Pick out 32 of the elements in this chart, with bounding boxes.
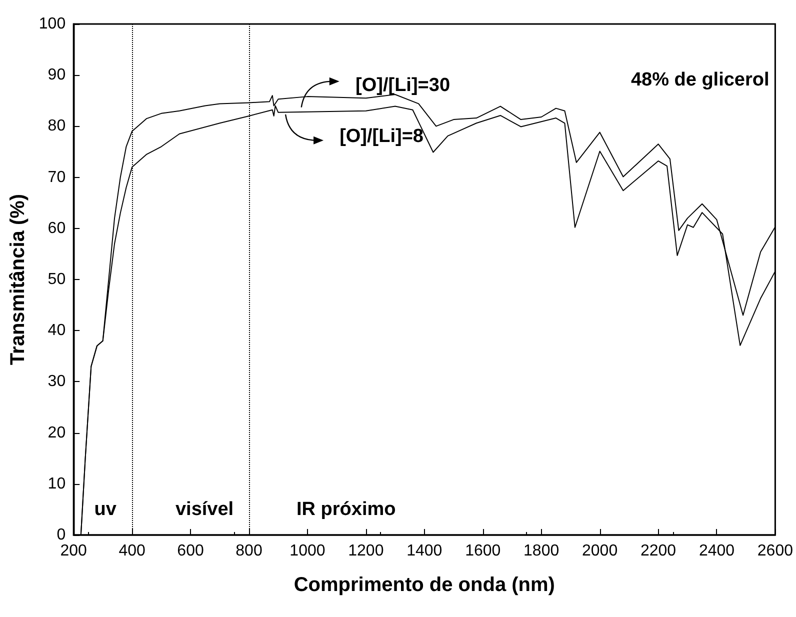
y-tick-label: 30 [48, 373, 66, 390]
x-tick-label: 1400 [406, 542, 442, 560]
x-tick-label: 2200 [640, 542, 676, 560]
y-tick-label: 20 [48, 424, 66, 442]
x-tick-label: 800 [236, 542, 262, 560]
x-axis-title: Comprimento de onda (nm) [294, 574, 555, 596]
y-tick-label: 70 [48, 168, 66, 186]
x-tick-label: 1000 [290, 542, 326, 560]
x-tick-label: 600 [177, 542, 204, 560]
y-tick-label: 40 [48, 322, 66, 340]
annotation: visível [175, 498, 234, 520]
x-tick-label: 2400 [698, 542, 735, 560]
y-tick-label: 0 [56, 526, 66, 544]
y-tick-label: 50 [48, 271, 66, 288]
y-tick-label: 80 [48, 118, 66, 135]
annotation: uv [94, 498, 117, 520]
y-tick-label: 60 [48, 220, 66, 237]
y-tick-label: 90 [48, 66, 66, 84]
x-tick-label: 200 [60, 542, 88, 560]
annotation: 48% de glicerol [630, 70, 770, 91]
y-tick-label: 10 [48, 475, 66, 492]
x-tick-label: 1800 [524, 542, 560, 560]
x-tick-label: 2000 [582, 542, 618, 560]
annotation: [O]/[Li]=8 [340, 126, 424, 147]
annotation: IR próximo [296, 498, 396, 520]
x-tick-label: 2600 [757, 542, 794, 560]
y-axis-title: Transmitância (%) [7, 194, 29, 366]
y-tick-label: 100 [38, 16, 66, 32]
x-tick-label: 400 [118, 542, 146, 560]
x-tick-label: 1600 [465, 542, 501, 560]
x-tick-label: 1200 [348, 542, 384, 560]
annotation: [O]/[Li]=30 [356, 74, 450, 96]
